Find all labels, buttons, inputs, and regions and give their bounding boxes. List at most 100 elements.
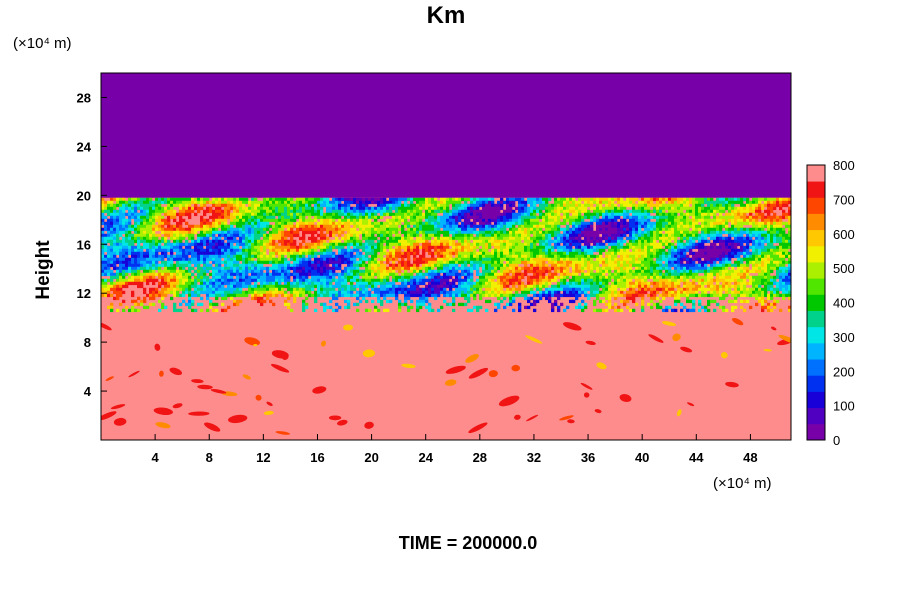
field-cell: [167, 221, 171, 226]
field-cell: [563, 221, 567, 226]
field-cell: [707, 254, 711, 259]
field-cell: [731, 206, 735, 211]
field-cell: [725, 224, 729, 229]
field-cell: [638, 245, 642, 250]
field-cell: [152, 242, 156, 247]
field-cell: [341, 251, 345, 256]
field-cell: [440, 209, 444, 214]
field-cell: [398, 242, 402, 247]
field-cell: [407, 245, 411, 250]
field-cell: [149, 263, 153, 268]
field-cell: [416, 266, 420, 271]
field-cell: [188, 266, 192, 271]
field-cell: [170, 254, 174, 259]
field-cell: [608, 215, 612, 220]
field-cell: [332, 260, 336, 265]
field-cell: [260, 233, 264, 238]
field-cell: [386, 212, 390, 217]
field-cell: [575, 215, 579, 220]
field-cell: [107, 248, 111, 253]
field-cell: [521, 221, 525, 226]
field-cell: [554, 251, 558, 256]
field-cell: [695, 206, 699, 211]
field-cell: [623, 251, 627, 256]
field-cell: [518, 209, 522, 214]
field-cell: [707, 221, 711, 226]
field-cell: [260, 212, 264, 217]
field-cell: [575, 203, 579, 208]
field-cell: [509, 224, 513, 229]
field-cell: [221, 212, 225, 217]
field-cell: [251, 257, 255, 262]
field-cell: [218, 257, 222, 262]
field-cell: [485, 215, 489, 220]
field-cell: [359, 230, 363, 235]
field-cell: [440, 263, 444, 268]
field-cell: [257, 239, 261, 244]
field-cell: [455, 248, 459, 253]
field-cell: [425, 230, 429, 235]
field-cell: [101, 254, 105, 259]
field-cell: [386, 233, 390, 238]
field-cell: [368, 248, 372, 253]
field-cell: [110, 227, 114, 232]
field-cell: [263, 215, 267, 220]
field-cell: [719, 248, 723, 253]
field-cell: [539, 221, 543, 226]
field-cell: [704, 218, 708, 223]
field-cell: [416, 260, 420, 265]
field-cell: [248, 266, 252, 271]
field-cell: [461, 215, 465, 220]
field-cell: [134, 248, 138, 253]
field-cell: [215, 206, 219, 211]
field-cell: [752, 257, 756, 262]
field-cell: [710, 230, 714, 235]
field-cell: [542, 206, 546, 211]
field-cell: [395, 221, 399, 226]
field-cell: [512, 227, 516, 232]
field-cell: [551, 224, 555, 229]
field-cell: [161, 239, 165, 244]
field-cell: [500, 257, 504, 262]
field-cell: [746, 242, 750, 247]
field-cell: [620, 209, 624, 214]
field-cell: [395, 209, 399, 214]
field-cell: [590, 251, 594, 256]
field-cell: [620, 224, 624, 229]
field-cell: [482, 218, 486, 223]
field-cell: [752, 242, 756, 247]
field-cell: [338, 239, 342, 244]
field-cell: [509, 248, 513, 253]
field-cell: [284, 230, 288, 235]
field-cell: [614, 212, 618, 217]
field-cell: [638, 230, 642, 235]
field-cell: [110, 197, 114, 202]
field-cell: [569, 251, 573, 256]
field-cell: [125, 233, 129, 238]
field-cell: [407, 209, 411, 214]
field-cell: [725, 248, 729, 253]
field-cell: [356, 266, 360, 271]
field-cell: [404, 215, 408, 220]
field-cell: [122, 257, 126, 262]
field-cell: [764, 257, 768, 262]
field-cell: [413, 224, 417, 229]
field-cell: [764, 230, 768, 235]
field-cell: [206, 248, 210, 253]
field-cell: [452, 212, 456, 217]
field-cell: [515, 227, 519, 232]
field-cell: [368, 224, 372, 229]
field-cell: [374, 215, 378, 220]
field-cell: [125, 218, 129, 223]
field-cell: [503, 266, 507, 271]
field-cell: [743, 239, 747, 244]
field-cell: [272, 248, 276, 253]
field-cell: [776, 230, 780, 235]
field-cell: [509, 233, 513, 238]
field-cell: [281, 197, 285, 202]
field-cell: [107, 263, 111, 268]
field-cell: [242, 212, 246, 217]
field-cell: [158, 263, 162, 268]
field-cell: [245, 233, 249, 238]
field-cell: [494, 260, 498, 265]
